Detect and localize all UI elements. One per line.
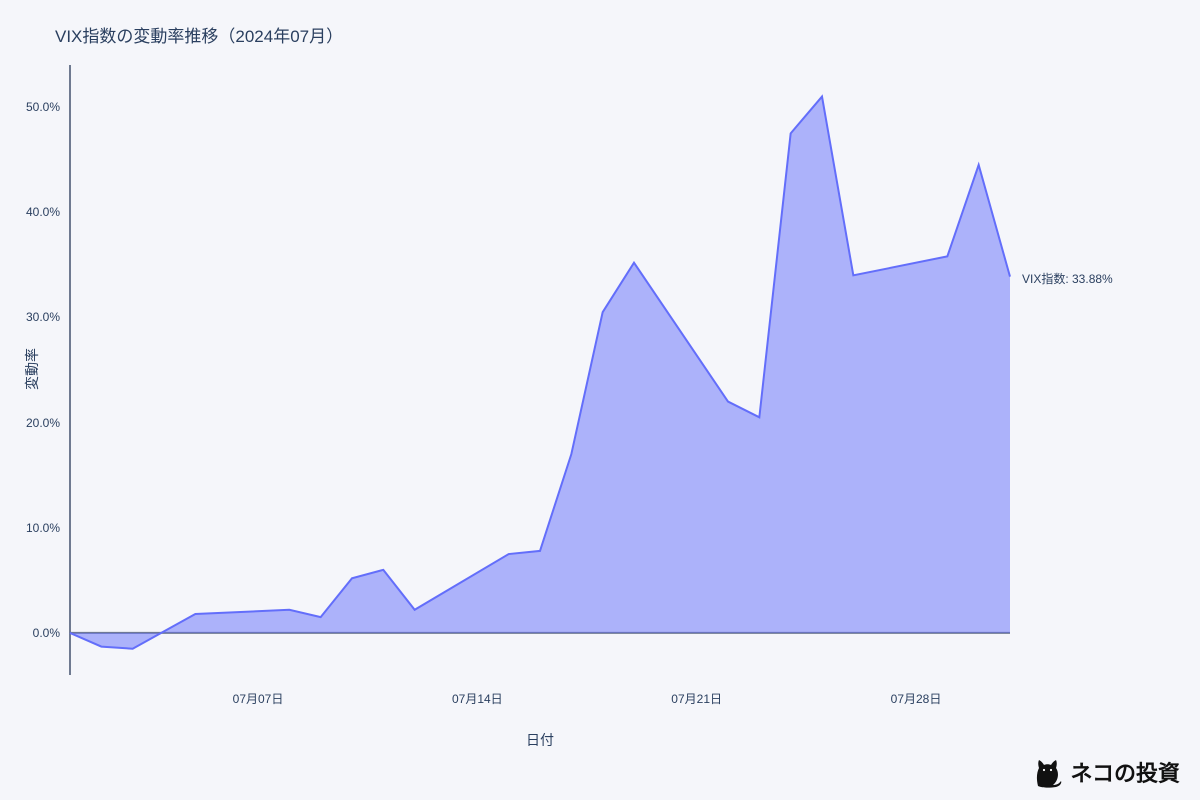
chart-page: VIX指数の変動率推移（2024年07月） 変動率 日付 0.0% 10.0% 20… xyxy=(0,0,1200,800)
chart-svg xyxy=(0,0,1200,800)
watermark-logo: ネコの投資 xyxy=(1032,756,1180,788)
watermark-text: ネコの投資 xyxy=(1070,756,1180,788)
y-tick-label: 40.0% xyxy=(26,205,60,219)
series-end-annotation: VIX指数: 33.88% xyxy=(1022,270,1113,287)
x-tick-label: 07月28日 xyxy=(891,690,942,707)
y-tick-label: 10.0% xyxy=(26,521,60,535)
x-tick-label: 07月07日 xyxy=(233,690,284,707)
y-tick-label: 0.0% xyxy=(33,626,60,640)
x-axis-title: 日付 xyxy=(526,730,554,750)
y-axis-title: 変動率 xyxy=(22,348,42,390)
chart-title: VIX指数の変動率推移（2024年07月） xyxy=(55,22,343,47)
y-tick-label: 30.0% xyxy=(26,310,60,324)
x-tick-label: 07月21日 xyxy=(671,690,722,707)
area-fill xyxy=(70,97,1010,649)
y-tick-label: 20.0% xyxy=(26,416,60,430)
cat-icon xyxy=(1032,758,1066,788)
y-tick-label: 50.0% xyxy=(26,100,60,114)
x-tick-label: 07月14日 xyxy=(452,690,503,707)
